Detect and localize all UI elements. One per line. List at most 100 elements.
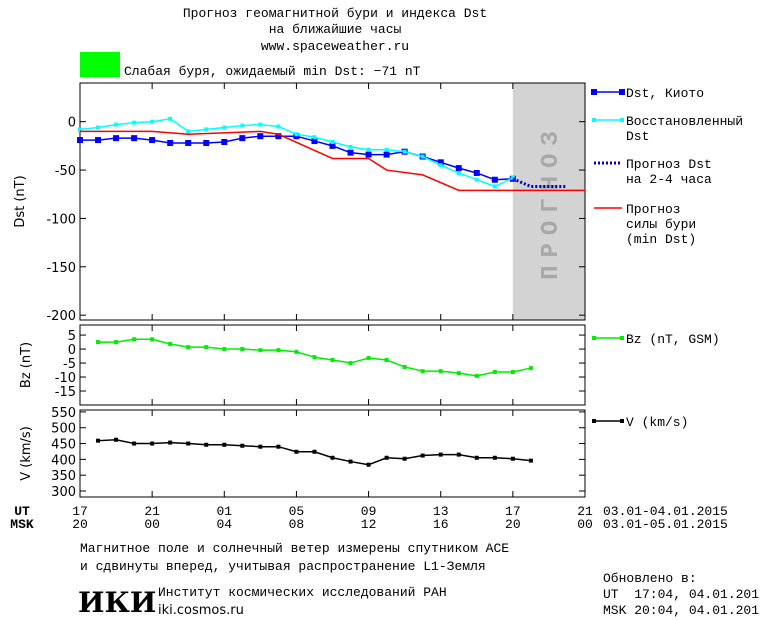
y-tick-label: -10: [55, 371, 76, 386]
data-point: [149, 137, 156, 144]
data-point: [330, 357, 335, 362]
legend-marker: [592, 419, 596, 423]
data-point: [312, 355, 317, 360]
data-point: [276, 124, 281, 129]
data-point: [186, 345, 191, 350]
y-tick-label: 550: [51, 406, 76, 421]
legend-marker: [591, 89, 597, 95]
plot-frame: [79, 409, 586, 498]
y-tick-label: 5: [68, 329, 76, 344]
y-tick-label: -100: [46, 212, 76, 227]
y-tick-label: -5: [63, 357, 76, 372]
data-point: [240, 123, 245, 128]
legend-label: V (km/s): [626, 415, 688, 430]
series-line: [512, 177, 567, 189]
data-point: [114, 340, 119, 345]
data-point: [528, 366, 533, 371]
y-tick-label: -15: [55, 385, 76, 400]
y-tick-label: 0: [68, 116, 76, 131]
data-point: [474, 177, 479, 182]
data-point: [510, 369, 515, 374]
data-point: [456, 371, 461, 376]
y-axis-label: V (km/s): [19, 426, 34, 481]
data-point: [114, 122, 119, 127]
x-tick-label-msk: 20: [505, 517, 521, 532]
x-tick-label: 17: [72, 504, 88, 519]
x-tick-label-msk: 20: [72, 517, 88, 532]
updated-label: Обновлено в:: [603, 571, 697, 586]
data-point: [257, 133, 264, 140]
legend-marker: [619, 89, 625, 95]
legend-marker: [620, 336, 624, 340]
data-point: [312, 449, 317, 454]
data-point: [78, 127, 82, 132]
data-point: [168, 342, 173, 347]
data-point: [132, 337, 137, 342]
data-point: [492, 455, 497, 460]
x-tick-label: 21: [144, 504, 160, 519]
data-point: [366, 356, 371, 361]
status-box: [80, 52, 120, 77]
data-point: [348, 459, 353, 464]
data-point: [402, 456, 407, 461]
data-point: [204, 345, 209, 350]
data-point: [491, 176, 498, 183]
data-point: [366, 147, 371, 152]
data-point: [474, 455, 479, 460]
data-point: [222, 442, 227, 447]
y-axis-label: Bz (nT): [19, 342, 34, 388]
data-point: [438, 452, 443, 457]
data-point: [492, 184, 497, 189]
data-point: [150, 337, 155, 342]
y-axis-label: Dst (nT): [13, 175, 28, 227]
x-tick-label-msk: 16: [433, 517, 449, 532]
x-tick-label: 01: [216, 504, 232, 519]
site: iki.cosmos.ru: [158, 603, 244, 618]
x-tick-label-msk: 04: [216, 517, 232, 532]
x-tick-label: 13: [433, 504, 449, 519]
data-point: [402, 364, 407, 369]
dates-ut: 03.01-04.01.2015: [603, 504, 728, 519]
data-point: [204, 442, 209, 447]
updated-msk: MSK 20:04, 04.01.2015: [603, 603, 760, 618]
logo: ИКИ: [78, 586, 156, 619]
data-point: [222, 347, 227, 352]
institute: Институт космических исследований РАН: [158, 585, 447, 600]
x-tick-label: 09: [361, 504, 377, 519]
legend-label: Восстановленный Dst: [626, 114, 743, 144]
data-point: [437, 159, 444, 166]
data-point: [276, 444, 281, 449]
data-point: [168, 440, 173, 445]
data-point: [384, 455, 389, 460]
data-point: [258, 122, 263, 127]
data-point: [384, 357, 389, 362]
series-line: [79, 118, 514, 188]
data-point: [348, 144, 353, 149]
data-point: [456, 452, 461, 457]
data-point: [258, 444, 263, 449]
data-point: [420, 453, 425, 458]
data-point: [312, 135, 317, 140]
data-point: [438, 163, 443, 168]
data-point: [330, 455, 335, 460]
legend-label: Dst, Киото: [626, 86, 704, 101]
data-point: [383, 151, 390, 158]
data-point: [113, 135, 120, 142]
y-tick-label: 400: [51, 453, 76, 468]
legend-label: Bz (nT, GSM): [626, 332, 720, 347]
data-point: [365, 151, 372, 158]
legend-marker: [592, 118, 596, 122]
data-point: [473, 169, 480, 176]
data-point: [258, 348, 263, 353]
data-point: [402, 149, 407, 154]
updated-ut: UT 17:04, 04.01.2015: [603, 587, 760, 602]
data-point: [348, 361, 353, 366]
data-point: [294, 449, 299, 454]
data-point: [95, 137, 102, 144]
data-point: [240, 443, 245, 448]
data-point: [150, 119, 155, 124]
title: Прогноз геомагнитной бури и индекса Dst н…: [183, 6, 487, 37]
y-tick-label: 500: [51, 422, 76, 437]
series-line: [80, 130, 585, 192]
